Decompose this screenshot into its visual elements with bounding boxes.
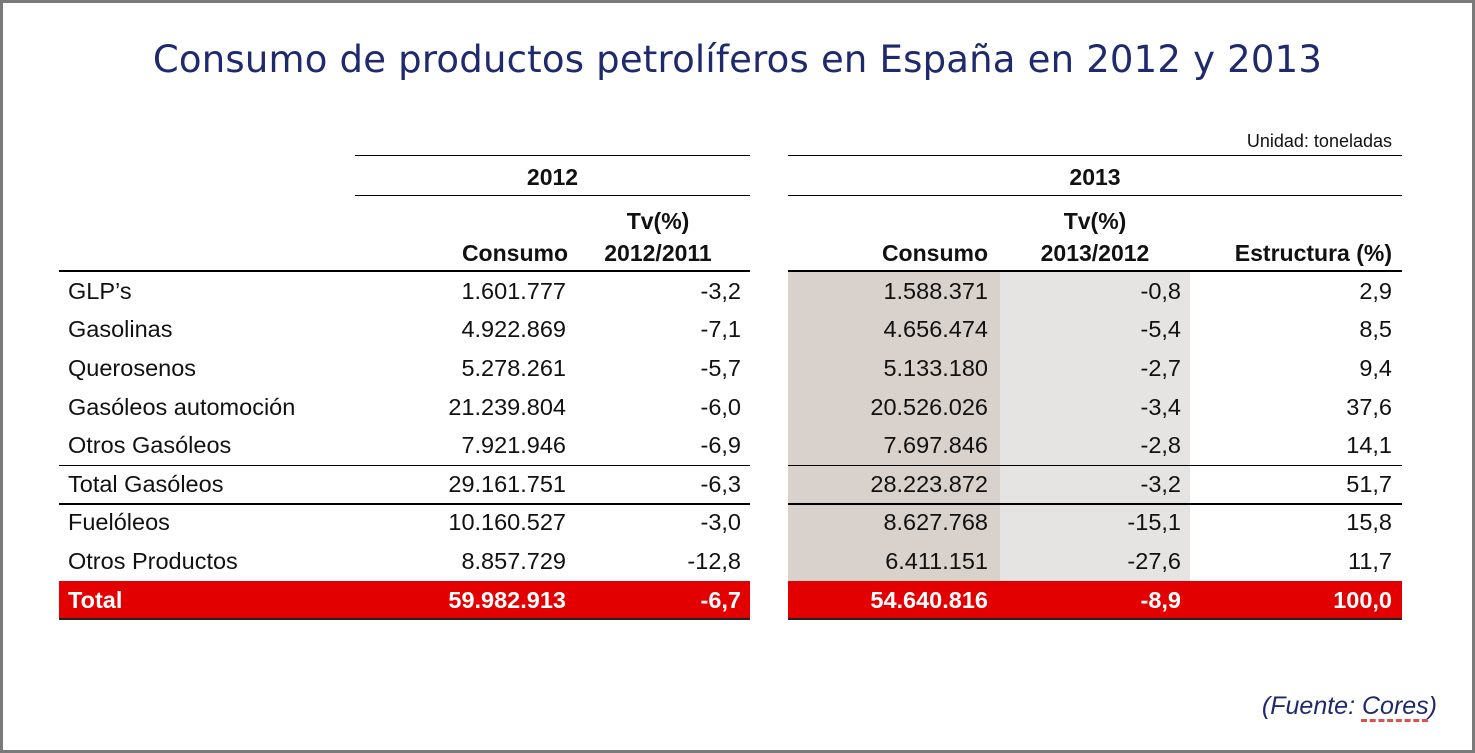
tv-2013: -3,4 <box>1000 387 1190 427</box>
total-row-2012: Total 59.982.913 -6,7 <box>59 580 750 620</box>
source-note: (Fuente: Cores) <box>1262 692 1437 721</box>
consumo-2013: 4.656.474 <box>788 310 1000 350</box>
table-row-2012: Fuelóleos 10.160.527 -3,0 <box>59 504 750 543</box>
header-tv-2013-line1: Tv(%) <box>1063 208 1127 234</box>
source-suffix: ) <box>1428 692 1437 720</box>
table-row-2012: Gasóleos automoción 21.239.804 -6,0 <box>59 388 750 427</box>
tv-2013: -3,2 <box>1000 465 1190 504</box>
consumo-2012: 10.160.527 <box>448 509 566 536</box>
table-row-2013: 4.656.474 -5,4 8,5 <box>788 310 1402 350</box>
row-label: Querosenos <box>68 354 197 381</box>
consumo-2012: 5.278.261 <box>461 354 566 381</box>
consumo-2012: 8.857.729 <box>461 547 566 574</box>
estructura: 15,8 <box>1346 509 1392 536</box>
table-row-2012: Querosenos 5.278.261 -5,7 <box>59 349 750 388</box>
tv-2013: -2,8 <box>1000 426 1190 465</box>
row-label: Otros Gasóleos <box>68 432 232 459</box>
consumo-2013: 6.411.151 <box>788 542 1000 581</box>
year-2013: 2013 <box>1069 164 1121 190</box>
consumo-2012: 29.161.751 <box>448 470 566 497</box>
source-prefix: (Fuente: <box>1261 692 1362 720</box>
table-row-2012: Otros Gasóleos 7.921.946 -6,9 <box>59 426 750 465</box>
tv-2012: -3,0 <box>700 509 742 536</box>
estructura: 9,4 <box>1359 354 1392 381</box>
unit-label: Unidad: toneladas <box>1246 131 1392 151</box>
consumo-2012: 1.601.777 <box>461 277 566 304</box>
consumo-2013: 54.640.816 <box>870 586 988 613</box>
table-row-2012: Otros Productos 8.857.729 -12,8 <box>59 542 750 581</box>
header-consumo-2013: Consumo <box>881 240 988 266</box>
row-label: Total Gasóleos <box>68 470 224 497</box>
year-2012: 2012 <box>526 164 579 190</box>
table-bottom-border <box>59 618 750 620</box>
consumo-2012: 7.921.946 <box>461 432 566 459</box>
tv-2012: -6,9 <box>700 432 742 459</box>
tv-2013: -5,4 <box>1000 310 1190 350</box>
consumo-2013: 20.526.026 <box>788 387 1000 427</box>
table-row-2012: Gasolinas 4.922.869 -7,1 <box>59 311 750 350</box>
table-row-2013: 20.526.026 -3,4 37,6 <box>788 387 1402 427</box>
table-row-2012: GLP’s 1.601.777 -3,2 <box>59 272 750 311</box>
header-consumo-2012: Consumo <box>461 240 568 266</box>
estructura: 51,7 <box>1346 470 1392 497</box>
estructura: 8,5 <box>1359 316 1392 343</box>
estructura: 37,6 <box>1346 393 1392 420</box>
estructura: 11,7 <box>1348 547 1392 574</box>
header-tv-2012-line1: Tv(%) <box>626 208 690 234</box>
tv-2012: -6,7 <box>700 586 742 613</box>
header-tv-2013-line2: 2013/2012 <box>1040 240 1150 266</box>
total-row-2013: 54.640.816 -8,9 100,0 <box>788 580 1402 620</box>
row-label: Total <box>68 586 123 613</box>
row-divider <box>788 464 1402 466</box>
tv-2013: -0,8 <box>1000 272 1190 311</box>
table-row-2013: 6.411.151 -27,6 11,7 <box>788 542 1402 581</box>
row-label: Gasolinas <box>68 316 173 343</box>
consumo-2013: 1.588.371 <box>788 272 1000 311</box>
consumo-2013: 8.627.768 <box>788 503 1000 543</box>
header-estructura: Estructura (%) <box>1234 240 1392 266</box>
table-row-2013: 5.133.180 -2,7 9,4 <box>788 349 1402 388</box>
row-label: GLP’s <box>68 277 132 304</box>
table-row-2012: Total Gasóleos 29.161.751 -6,3 <box>59 465 750 504</box>
tv-2012: -6,3 <box>700 470 742 497</box>
consumo-2012: 59.982.913 <box>448 586 566 613</box>
row-label: Otros Productos <box>68 547 238 574</box>
estructura: 14,1 <box>1346 432 1392 459</box>
table-bottom-border <box>788 618 1402 620</box>
estructura: 2,9 <box>1359 277 1392 304</box>
consumo-2012: 21.239.804 <box>448 393 566 420</box>
consumo-2013: 5.133.180 <box>788 349 1000 388</box>
table-row-2013: 8.627.768 -15,1 15,8 <box>788 503 1402 543</box>
row-divider <box>59 503 750 505</box>
header-tv-2012-line2: 2012/2011 <box>604 240 712 266</box>
estructura: 100,0 <box>1333 586 1392 613</box>
tv-2013: -2,7 <box>1000 349 1190 388</box>
consumo-2013: 28.223.872 <box>788 465 1000 504</box>
tv-2012: -7,1 <box>700 316 742 343</box>
tv-2012: -6,0 <box>700 393 742 420</box>
consumo-2012: 4.922.869 <box>461 316 566 343</box>
slide-title: Consumo de productos petrolíferos en Esp… <box>152 38 1323 81</box>
table-row-2013: 1.588.371 -0,8 2,9 <box>788 272 1402 311</box>
row-label: Gasóleos automoción <box>68 393 296 420</box>
consumo-2013: 7.697.846 <box>788 426 1000 465</box>
tv-2013: -15,1 <box>1000 503 1190 543</box>
tv-2013: -27,6 <box>1000 542 1190 581</box>
tv-2012: -12,8 <box>687 547 741 574</box>
table-row-2013: 28.223.872 -3,2 51,7 <box>788 465 1402 504</box>
row-label: Fuelóleos <box>68 509 170 536</box>
source-link[interactable]: Cores <box>1361 692 1429 720</box>
tv-2013: -8,9 <box>1140 586 1182 613</box>
tv-2012: -3,2 <box>700 277 742 304</box>
row-divider <box>788 503 1402 505</box>
tv-2012: -5,7 <box>700 354 742 381</box>
table-row-2013: 7.697.846 -2,8 14,1 <box>788 426 1402 465</box>
row-divider <box>59 464 750 466</box>
